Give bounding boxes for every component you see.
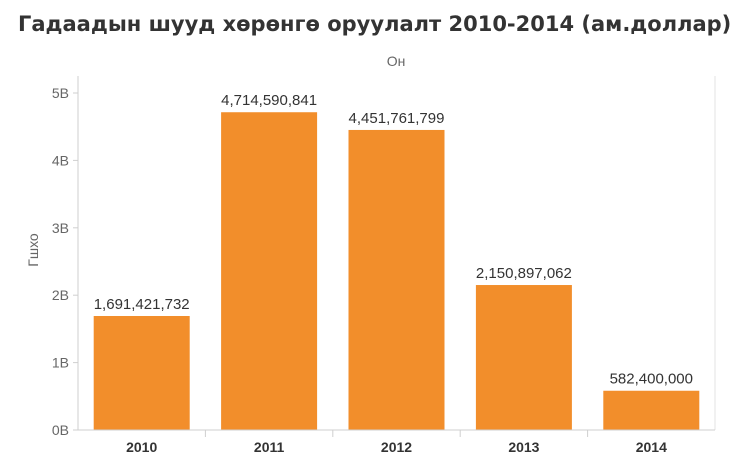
data-label: 2,150,897,062 <box>476 265 572 282</box>
data-label: 1,691,421,732 <box>94 296 190 313</box>
data-label: 4,451,761,799 <box>349 110 445 127</box>
y-tick-label: 0B <box>52 422 69 438</box>
y-tick-label: 1B <box>52 355 69 371</box>
bar <box>93 315 190 430</box>
bar <box>221 112 318 431</box>
data-label: 4,714,590,841 <box>221 92 317 109</box>
x-axis-header: Он <box>387 53 406 69</box>
y-axis-label: Гшхо <box>25 233 41 267</box>
x-tick-label: 2011 <box>254 439 285 455</box>
y-axis: 0B 1B 2B 3B 4B 5B <box>52 76 716 438</box>
x-tick-label: 2014 <box>636 439 667 455</box>
chart-title: Гадаадын шууд хөрөнгө оруулалт 2010-2014… <box>18 12 732 36</box>
y-tick-label: 2B <box>52 287 69 303</box>
bars <box>93 112 700 431</box>
y-tick-label: 5B <box>52 85 69 101</box>
y-tick-label: 3B <box>52 220 69 236</box>
x-tick-label: 2010 <box>126 439 157 455</box>
x-axis: 2010 2011 2012 2013 2014 <box>78 429 715 455</box>
y-tick-label: 4B <box>52 152 69 168</box>
bar <box>603 390 700 430</box>
bar <box>348 129 445 431</box>
data-labels: 1,691,421,732 4,714,590,841 4,451,761,799 2… <box>94 92 693 388</box>
x-tick-label: 2013 <box>508 439 539 455</box>
x-tick-label: 2012 <box>381 439 412 455</box>
data-label: 582,400,000 <box>610 371 693 388</box>
bar <box>475 285 572 430</box>
